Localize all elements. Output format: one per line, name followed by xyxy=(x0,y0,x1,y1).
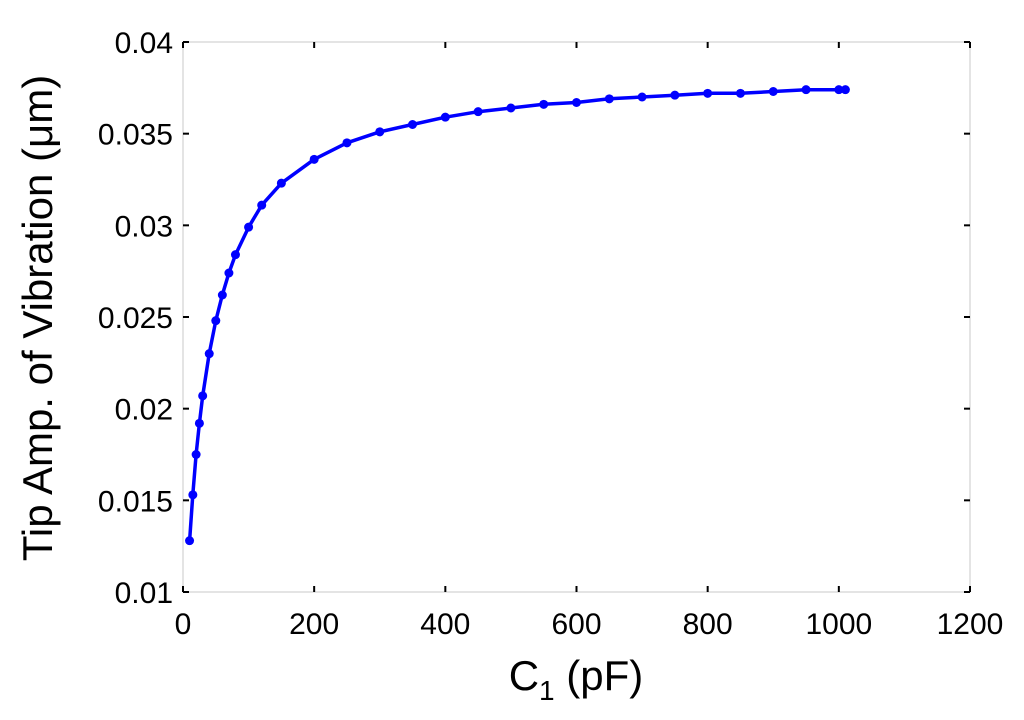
x-tick-label: 0 xyxy=(175,608,192,641)
data-point xyxy=(604,94,614,104)
x-axis-title: C1 (pF) xyxy=(509,652,644,706)
y-tick-label: 0.025 xyxy=(98,302,173,335)
data-point xyxy=(408,120,418,129)
data-point xyxy=(840,85,850,95)
data-point xyxy=(276,178,286,188)
data-point xyxy=(185,536,195,546)
y-axis-title: Tip Amp. of Vibration (μm) xyxy=(14,75,61,561)
data-point xyxy=(309,154,319,164)
x-axis-title-main: C xyxy=(509,652,539,699)
data-point xyxy=(539,99,549,109)
x-tick-label: 400 xyxy=(420,608,470,641)
data-point xyxy=(198,391,208,401)
data-point xyxy=(703,88,713,98)
data-point xyxy=(572,98,581,107)
x-tick-label: 1200 xyxy=(937,608,1004,641)
data-point xyxy=(191,450,201,459)
y-tick-label: 0.015 xyxy=(98,485,173,518)
data-point xyxy=(230,250,240,260)
y-tick-label: 0.02 xyxy=(115,394,173,427)
data-point xyxy=(244,222,254,232)
data-point xyxy=(342,138,352,148)
x-axis-title-unit: (pF) xyxy=(555,652,644,699)
x-tick-label: 200 xyxy=(289,608,339,641)
ticks-layer: 0 200 400 600 800 1000 1200 0.01 0.015 0.02 0.025 0… xyxy=(98,27,1003,641)
y-tick-label: 0.01 xyxy=(115,577,173,610)
x-tick-label: 1000 xyxy=(805,608,872,641)
data-point xyxy=(801,85,811,95)
data-point xyxy=(224,268,234,278)
data-point xyxy=(670,90,680,100)
data-point xyxy=(473,107,483,117)
data-point xyxy=(257,200,267,210)
data-point xyxy=(194,418,204,428)
y-tick-label: 0.03 xyxy=(115,210,173,243)
y-tick-label: 0.04 xyxy=(115,27,173,60)
x-tick-label: 800 xyxy=(683,608,733,641)
y-tick-label: 0.035 xyxy=(98,119,173,152)
data-point xyxy=(506,103,516,113)
data-point xyxy=(375,127,385,137)
data-point xyxy=(768,87,778,96)
data-point xyxy=(204,349,214,359)
data-point xyxy=(217,290,227,300)
series-layer xyxy=(185,85,850,546)
x-tick-label: 600 xyxy=(551,608,601,641)
data-point xyxy=(211,316,221,326)
x-axis-title-subscript: 1 xyxy=(539,675,555,706)
data-point xyxy=(440,112,450,122)
data-point xyxy=(188,490,198,500)
data-point xyxy=(735,88,745,98)
data-point xyxy=(834,85,844,95)
plot-area xyxy=(182,41,971,593)
data-point xyxy=(637,92,647,102)
